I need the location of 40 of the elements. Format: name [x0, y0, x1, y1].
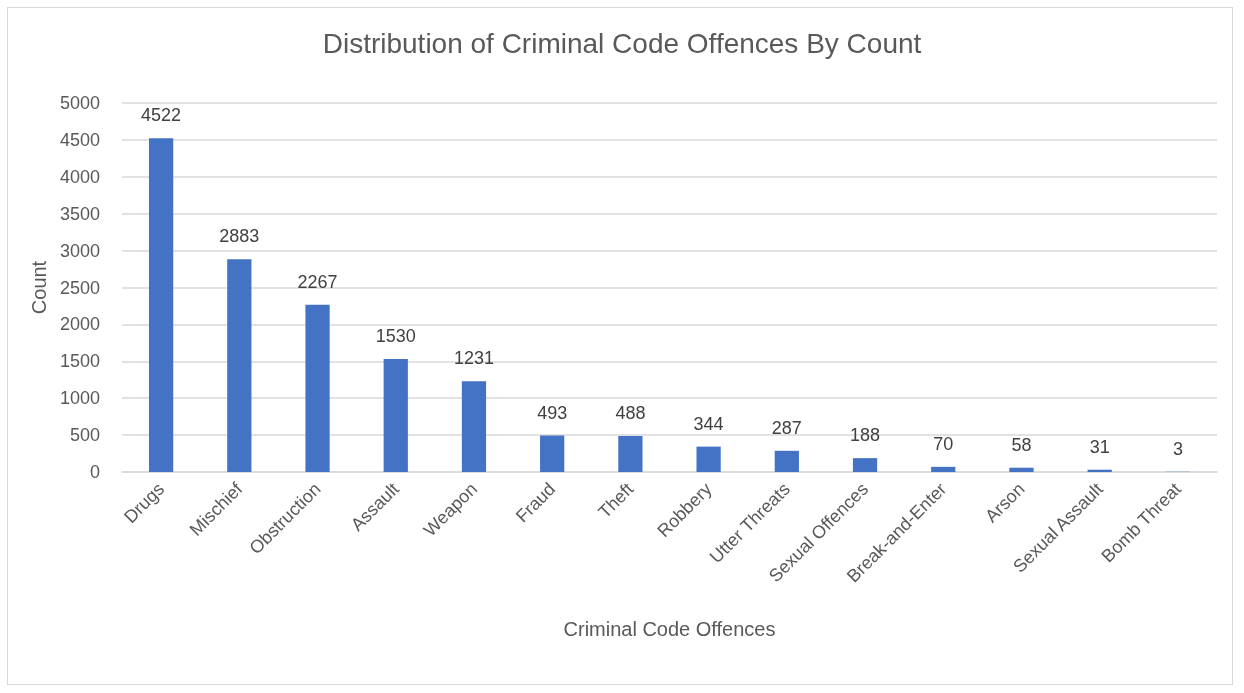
y-tick-label: 5000: [59, 93, 100, 113]
y-tick-label: 0: [89, 462, 100, 482]
data-label: 3: [1172, 438, 1183, 459]
x-axis-title: Criminal Code Offences: [563, 618, 776, 640]
bar: [540, 435, 565, 472]
data-label: 4522: [141, 105, 182, 126]
y-tick-label: 3500: [59, 203, 100, 224]
data-label: 1530: [375, 326, 416, 347]
bar: [1009, 467, 1034, 472]
y-axis-title: Count: [28, 260, 51, 315]
bar: [383, 359, 408, 472]
bar: [618, 435, 643, 472]
y-tick-label: 1500: [59, 351, 100, 372]
bar: [461, 381, 487, 472]
chart-title: Distribution of Criminal Code Offences By Count: [322, 27, 922, 59]
bar: [774, 450, 799, 472]
y-tick-label: 1000: [59, 388, 100, 409]
bar: [696, 446, 721, 472]
data-label: 488: [615, 402, 646, 423]
y-tick-label: 4500: [59, 129, 100, 150]
data-label: 70: [933, 433, 954, 454]
data-label: 58: [1011, 434, 1032, 455]
bar: [227, 259, 252, 472]
data-label: 1231: [453, 348, 494, 369]
data-label: 493: [537, 402, 568, 423]
data-label: 287: [771, 417, 802, 438]
data-label: 188: [850, 425, 881, 446]
data-label: 344: [693, 413, 724, 434]
y-tick-label: 500: [69, 425, 100, 446]
y-tick-label: 3000: [59, 240, 100, 261]
data-label: 31: [1089, 436, 1110, 457]
y-tick-label: 2000: [59, 314, 100, 335]
y-tick-label: 4000: [59, 166, 100, 187]
data-label: 2883: [219, 226, 260, 247]
bar: [852, 458, 878, 472]
bar: [931, 466, 956, 472]
bar: [305, 304, 330, 472]
data-label: 2267: [297, 271, 338, 292]
bar: [148, 138, 174, 472]
y-tick-label: 2500: [59, 277, 100, 298]
